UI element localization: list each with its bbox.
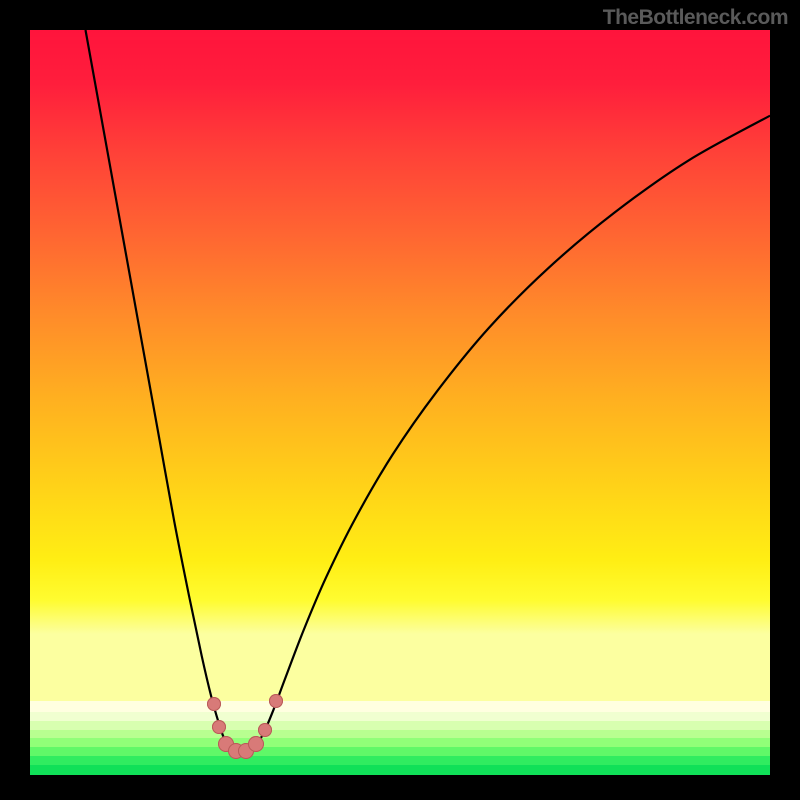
curve-left [86,30,242,753]
optimal-marker [258,723,272,737]
curve-right [242,116,770,753]
watermark-text: TheBottleneck.com [603,6,788,30]
optimal-marker [248,736,264,752]
optimal-marker [212,720,226,734]
bottleneck-curve [30,30,770,775]
optimal-marker [207,697,221,711]
optimal-marker [269,694,283,708]
chart-container: TheBottleneck.com [0,0,800,800]
plot-area [30,30,770,775]
